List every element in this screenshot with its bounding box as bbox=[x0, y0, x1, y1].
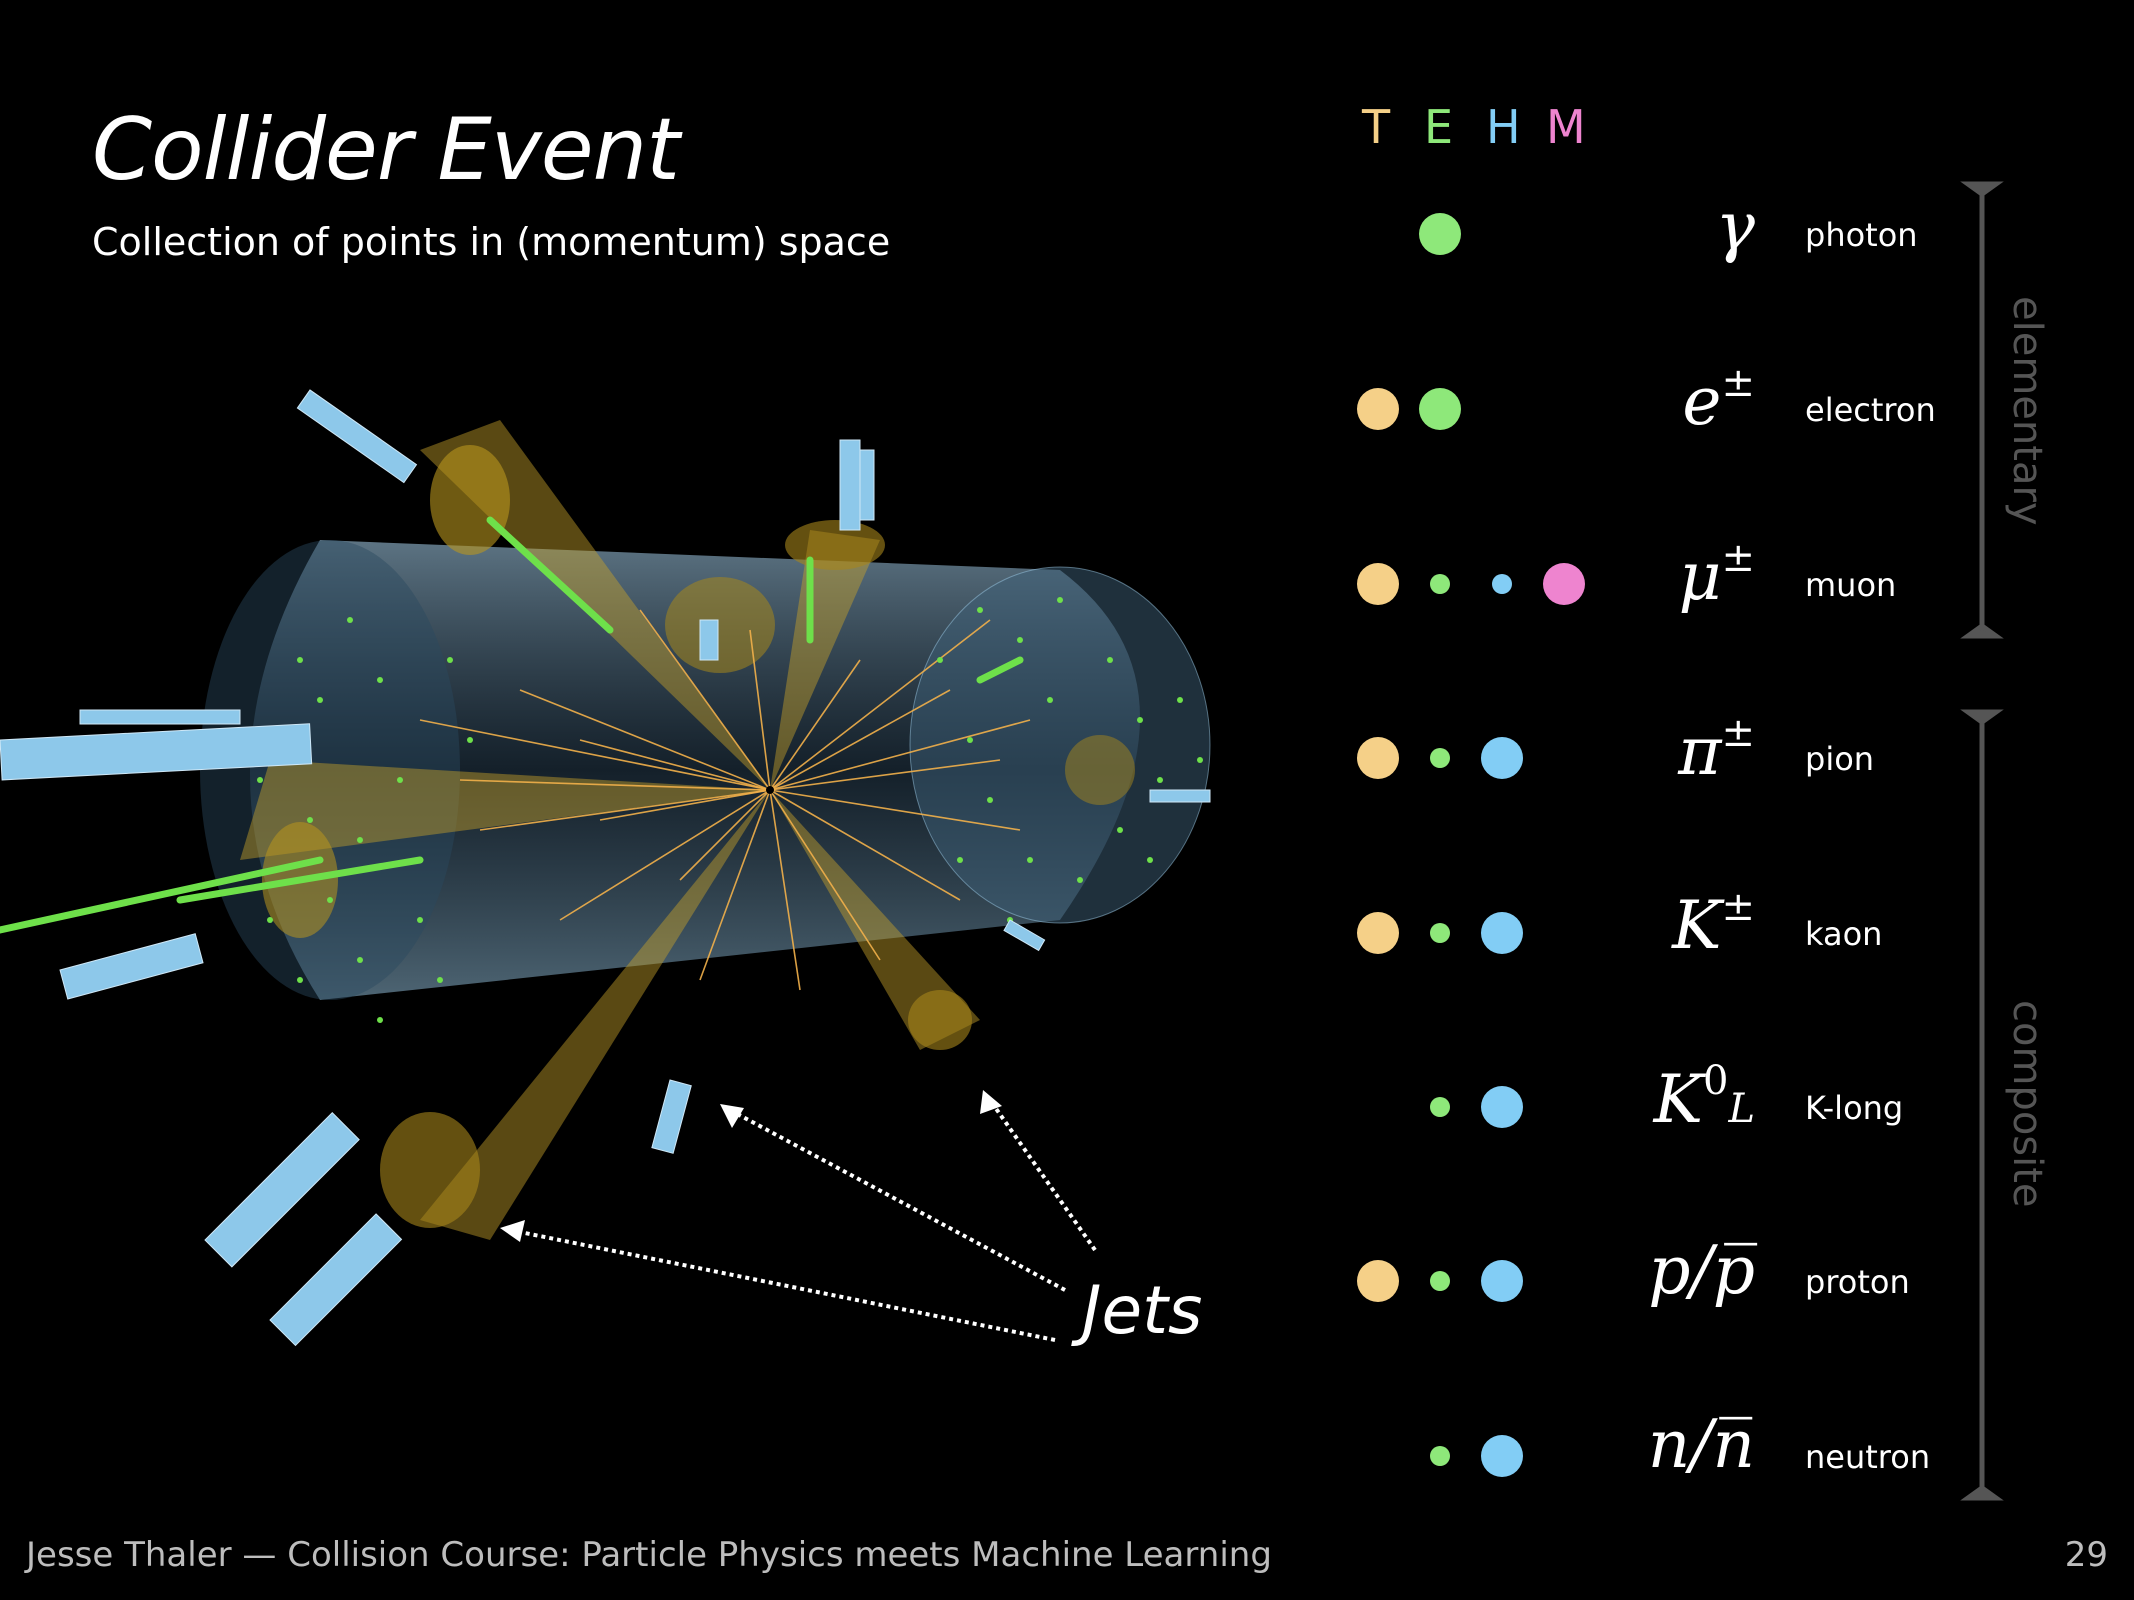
dot-proton-t bbox=[1357, 1260, 1399, 1302]
jet-cone bbox=[420, 790, 770, 1240]
jet-arrow bbox=[988, 1098, 1097, 1252]
detector-block bbox=[59, 933, 204, 1000]
footer: Jesse Thaler — Collision Course: Particl… bbox=[26, 1535, 1272, 1575]
jet-cone-base bbox=[380, 1112, 480, 1228]
dot-neutron-h bbox=[1481, 1435, 1523, 1477]
jet-cone bbox=[770, 530, 880, 790]
name-proton: proton bbox=[1805, 1263, 1910, 1301]
dot-muon-t bbox=[1357, 563, 1399, 605]
symbol-klong: K0L bbox=[1653, 1058, 1755, 1138]
dot-pion-h bbox=[1481, 737, 1523, 779]
dot-muon-h bbox=[1492, 574, 1512, 594]
jet-cone-base bbox=[430, 445, 510, 555]
detector-block bbox=[651, 1079, 692, 1154]
jet-cone-base bbox=[665, 577, 775, 673]
name-electron: electron bbox=[1805, 391, 1936, 429]
detector-block bbox=[79, 709, 241, 725]
page-number: 29 bbox=[2064, 1535, 2108, 1575]
dot-pion-e bbox=[1430, 748, 1450, 768]
name-pion: pion bbox=[1805, 740, 1875, 778]
symbol-electron: e± bbox=[1682, 360, 1755, 440]
group-label-composite: composite bbox=[2004, 1000, 2050, 1208]
collider-event-illustration bbox=[0, 389, 1211, 1347]
group-brackets bbox=[1960, 181, 2004, 1501]
dot-klong-e bbox=[1430, 1097, 1450, 1117]
jet-cone-base bbox=[908, 990, 972, 1050]
dot-proton-e bbox=[1430, 1271, 1450, 1291]
arrowhead bbox=[980, 1090, 1002, 1114]
symbol-muon: μ± bbox=[1678, 535, 1755, 615]
legend-letter-h: H bbox=[1486, 100, 1521, 154]
slide-subtitle: Collection of points in (momentum) space bbox=[92, 220, 891, 264]
legend-letter-e: E bbox=[1424, 100, 1454, 154]
dot-kaon-e bbox=[1430, 923, 1450, 943]
jet-cone-base bbox=[1065, 735, 1135, 805]
legend-letter-m: M bbox=[1546, 100, 1586, 154]
jet-cone-base bbox=[785, 520, 885, 570]
symbol-pion: π± bbox=[1678, 710, 1755, 790]
detector-block bbox=[699, 619, 719, 661]
legend-letter-t: T bbox=[1362, 100, 1391, 154]
dot-electron-e bbox=[1419, 388, 1461, 430]
detector-block bbox=[204, 1112, 360, 1268]
jet-arrow bbox=[509, 1228, 1056, 1342]
detector-block bbox=[1003, 919, 1046, 952]
symbol-photon: γ bbox=[1715, 188, 1755, 265]
dot-pion-t bbox=[1357, 737, 1399, 779]
name-muon: muon bbox=[1805, 566, 1897, 604]
detector-block bbox=[1149, 789, 1211, 803]
arrowhead bbox=[500, 1220, 525, 1242]
name-neutron: neutron bbox=[1805, 1438, 1931, 1476]
jets-label: Jets bbox=[1082, 1272, 1203, 1349]
detector-endcap-right bbox=[909, 566, 1211, 924]
dot-neutron-e bbox=[1430, 1446, 1450, 1466]
detector-block bbox=[859, 449, 875, 521]
dot-kaon-h bbox=[1481, 912, 1523, 954]
symbol-neutron: n/n̅ bbox=[1647, 1406, 1755, 1483]
dot-electron-t bbox=[1357, 388, 1399, 430]
dot-klong-h bbox=[1481, 1086, 1523, 1128]
symbol-proton: p/p̅ bbox=[1648, 1232, 1755, 1309]
symbol-kaon: K± bbox=[1672, 884, 1755, 964]
slide-title: Collider Event bbox=[92, 100, 680, 200]
dot-photon-e bbox=[1419, 213, 1461, 255]
name-kaon: kaon bbox=[1805, 915, 1883, 953]
dot-muon-m bbox=[1543, 563, 1585, 605]
detector-block bbox=[269, 1213, 403, 1347]
jet-cone bbox=[770, 790, 980, 1050]
name-klong: K-long bbox=[1805, 1089, 1904, 1127]
detector-block bbox=[839, 439, 861, 531]
detector-block bbox=[296, 389, 418, 484]
group-label-elementary: elementary bbox=[2004, 296, 2050, 526]
name-photon: photon bbox=[1805, 216, 1918, 254]
arrowhead bbox=[720, 1104, 744, 1128]
detector-block bbox=[0, 723, 313, 781]
dot-kaon-t bbox=[1357, 912, 1399, 954]
dot-proton-h bbox=[1481, 1260, 1523, 1302]
dot-muon-e bbox=[1430, 574, 1450, 594]
